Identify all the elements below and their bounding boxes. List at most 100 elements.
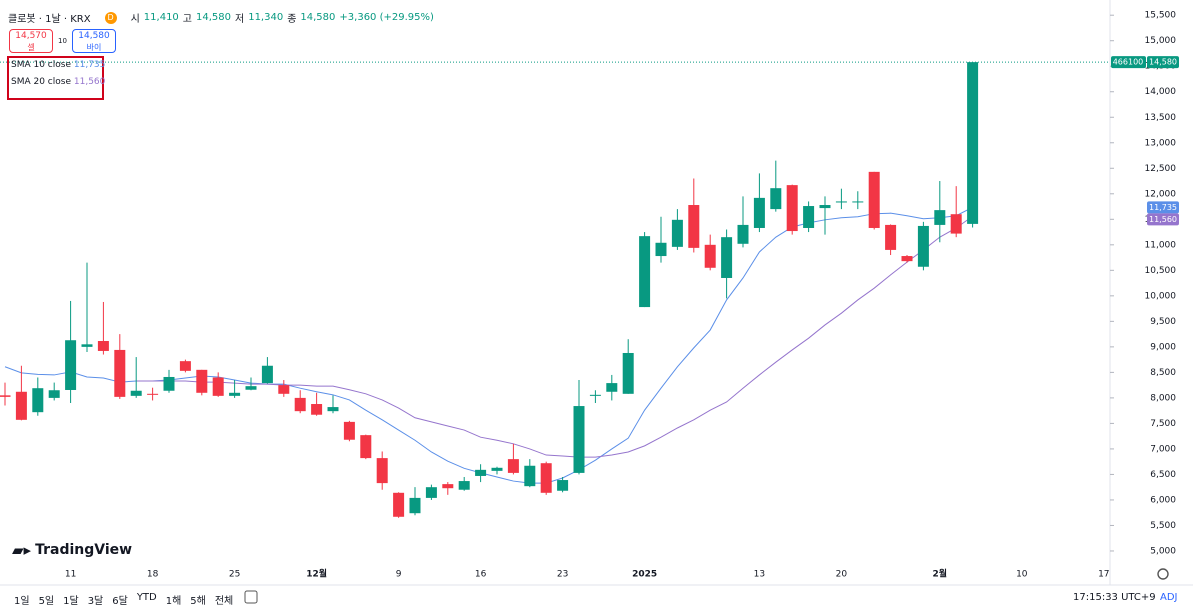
y-tick-label: 6,000 xyxy=(1150,495,1176,505)
range-button[interactable]: 1달 xyxy=(63,596,79,607)
badge: D xyxy=(104,11,117,24)
x-tick-label: 18 xyxy=(147,570,159,580)
candle-body xyxy=(458,481,470,490)
sma-badge xyxy=(1147,213,1179,226)
candle-body xyxy=(507,459,519,473)
candle-body xyxy=(721,237,733,278)
x-tick-label: 2월 xyxy=(933,568,948,580)
candle-body xyxy=(753,197,765,228)
candle-body xyxy=(737,224,749,244)
y-tick-label: 8,000 xyxy=(1150,393,1176,403)
candle-body xyxy=(786,185,798,232)
symbol[interactable]: 클로봇 · 1날 · KRX xyxy=(8,14,91,25)
ohlc-low: 11,340 xyxy=(248,12,284,23)
y-tick-label: 12,000 xyxy=(1145,189,1177,199)
y-tick-label: 15,500 xyxy=(1145,11,1177,21)
candle-body xyxy=(606,383,618,392)
candle-body xyxy=(130,390,142,396)
range-button[interactable]: YTD xyxy=(136,592,157,603)
candle-body xyxy=(179,361,191,371)
sma-line xyxy=(136,215,973,458)
legend-name: SMA 10 close xyxy=(11,60,71,70)
y-tick-label: 12,500 xyxy=(1145,164,1177,174)
candle-body xyxy=(704,244,716,268)
candle-body xyxy=(278,385,290,394)
y-tick-label: 8,500 xyxy=(1150,368,1176,378)
range-button[interactable]: 1일 xyxy=(14,596,30,607)
candle-body xyxy=(885,224,897,250)
candle-body xyxy=(97,341,109,351)
candle-body xyxy=(901,256,913,262)
x-tick-label: 13 xyxy=(754,570,765,580)
candle-body xyxy=(196,369,208,393)
ohlc-high: 14,580 xyxy=(196,12,231,23)
candle-body xyxy=(32,388,44,413)
candle-body xyxy=(294,397,306,412)
x-tick-label: 25 xyxy=(229,570,240,580)
last-price-badge xyxy=(1147,56,1179,69)
buy-button[interactable]: 14,580 바이 xyxy=(72,29,116,53)
range-button[interactable]: 1해 xyxy=(165,596,182,607)
sma-badge xyxy=(1147,201,1179,214)
x-tick-label: 12월 xyxy=(306,568,327,580)
ohlc-open-label: 시 xyxy=(130,14,140,25)
legend: SMA 10 close 11,735 SMA 20 close 11,560 xyxy=(7,56,106,100)
y-tick-label: 7,500 xyxy=(1150,419,1176,429)
range-button[interactable]: 6달 xyxy=(112,596,128,607)
candle-body xyxy=(803,206,815,228)
ohlc-close-label: 종 xyxy=(287,14,297,25)
settings-icon[interactable] xyxy=(1157,568,1169,580)
change: +3,360 (+29.95%) xyxy=(339,12,434,23)
y-tick-label: 14,000 xyxy=(1145,87,1177,97)
candle-body xyxy=(327,407,339,412)
candle-body xyxy=(655,242,667,257)
y-tick-label: 7,000 xyxy=(1150,444,1176,454)
calendar-icon[interactable] xyxy=(244,590,258,604)
candle-body xyxy=(409,497,421,514)
ohlc-high-label: 고 xyxy=(182,14,192,25)
sma-badge-label: 11,560 xyxy=(1149,215,1177,224)
buy-price: 14,580 xyxy=(78,31,110,41)
range-button[interactable]: 3달 xyxy=(87,596,104,607)
ohlc-open: 11,410 xyxy=(143,12,179,23)
candle-body xyxy=(688,205,700,248)
range-button[interactable]: 전체 xyxy=(214,596,234,607)
y-tick-label: 10,000 xyxy=(1145,291,1177,301)
range-button[interactable]: 5일 xyxy=(38,596,55,607)
logo: ▰▸ TradingView xyxy=(12,541,132,559)
candle-body xyxy=(229,392,241,396)
legend-value: 11,735 xyxy=(73,60,106,70)
candle-body xyxy=(425,487,437,498)
logo-icon: ▰▸ xyxy=(12,541,32,559)
candle-body xyxy=(639,236,651,308)
candle-body xyxy=(343,421,355,440)
x-tick-label: 20 xyxy=(836,570,848,580)
volume-badge xyxy=(1111,56,1146,69)
x-tick-label: 9 xyxy=(396,570,402,580)
sell-button[interactable]: 14,570 셀 xyxy=(9,29,53,53)
candle-body xyxy=(589,394,601,396)
candle-body xyxy=(573,406,585,473)
candle-body xyxy=(114,349,126,397)
candle-body xyxy=(81,344,93,347)
candle-body xyxy=(852,201,864,203)
candle-body xyxy=(212,377,224,396)
candle-body xyxy=(376,458,388,484)
range-button[interactable]: 5해 xyxy=(190,596,206,607)
candle-body xyxy=(540,463,552,493)
legend-value: 11,560 xyxy=(73,77,106,87)
candle-body xyxy=(393,492,405,517)
candle-body xyxy=(245,386,257,390)
adj-button[interactable]: ADJ xyxy=(1160,592,1178,603)
x-tick-label: 23 xyxy=(557,570,568,580)
candle-body xyxy=(163,376,175,391)
spread: 10 xyxy=(58,37,67,45)
candle-body xyxy=(0,395,11,397)
candle-body xyxy=(442,484,454,489)
candle-body xyxy=(967,62,979,224)
volume-badge-label: 466100 xyxy=(1113,58,1144,67)
candle-body xyxy=(835,201,847,203)
